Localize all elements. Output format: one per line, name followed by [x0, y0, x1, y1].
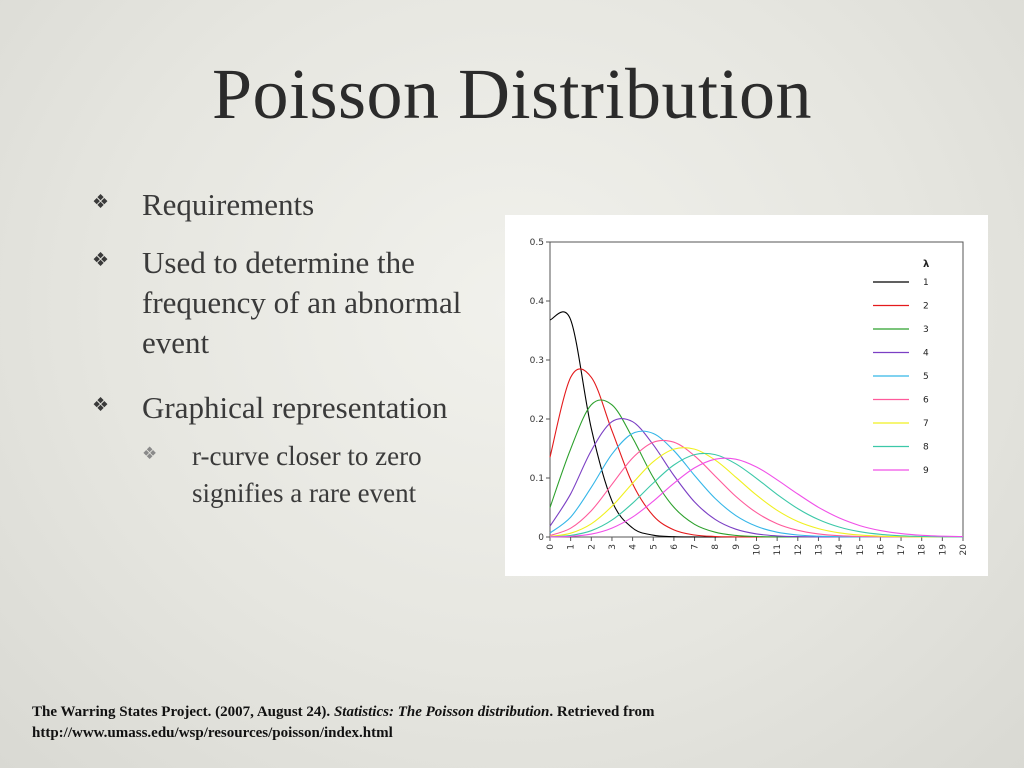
series-line-9 [549, 457, 964, 538]
poisson-chart: 0 0.1 0.2 0.3 0.4 0.5 0 1 2 3 4 5 6 7 8 9 10 11 12 13 14 15 16… [505, 215, 988, 576]
y-tick-label: 0.5 [530, 238, 544, 248]
diamond-four-icon: ❖ [142, 444, 158, 463]
citation-title: Statistics: The Poisson distribution [333, 704, 550, 720]
diamond-four-icon: ❖ [92, 192, 110, 213]
legend-label-8: 8 [923, 443, 929, 453]
bullet-text: Requirements [142, 187, 315, 222]
bullet-requirements: ❖ Requirements [92, 185, 492, 225]
x-tick-label: 11 [773, 544, 783, 555]
legend-label-6: 6 [923, 396, 929, 406]
x-tick-label: 17 [897, 544, 907, 555]
x-tick-label: 18 [918, 544, 928, 556]
x-tick-label: 3 [608, 544, 618, 550]
x-tick-label: 16 [876, 544, 886, 556]
series-line-3 [549, 399, 963, 538]
x-tick-label: 0 [546, 544, 556, 550]
bullet-used-to-determine: ❖ Used to determine the frequency of an … [92, 243, 492, 363]
x-tick-label: 6 [670, 544, 680, 550]
x-tick-label: 13 [814, 544, 824, 555]
bullet-graphical-representation: ❖ Graphical representation [92, 388, 492, 428]
diamond-four-icon: ❖ [92, 250, 110, 271]
diamond-four-icon: ❖ [92, 395, 110, 416]
sub-bullet-r-curve: ❖ r-curve closer to zero signifies a rar… [142, 438, 492, 512]
citation-author: The Warring States Project. (2007, Augus… [32, 704, 331, 720]
series-line-8 [549, 452, 964, 538]
y-tick-label: 0.4 [530, 297, 545, 307]
citation-retrieved: . Retrieved from [549, 704, 655, 720]
x-tick-label: 1 [567, 544, 577, 550]
slide-title: Poisson Distribution [211, 54, 813, 134]
x-tick-label: 2 [587, 544, 597, 550]
legend-label-7: 7 [923, 419, 929, 429]
x-tick-label: 14 [835, 544, 845, 556]
citation: The Warring States Project. (2007, Augus… [32, 702, 992, 744]
legend-label-2: 2 [923, 302, 929, 312]
bullet-list: ❖ Requirements ❖ Used to determine the f… [92, 185, 492, 512]
x-tick-label: 7 [691, 544, 701, 550]
x-tick-label: 5 [649, 544, 659, 550]
y-tick-label: 0.2 [530, 415, 544, 425]
x-tick-label: 15 [856, 544, 866, 555]
legend-label-5: 5 [923, 372, 929, 382]
legend-label-1: 1 [923, 278, 929, 288]
x-tick-label: 10 [753, 544, 763, 556]
x-tick-label: 9 [732, 544, 742, 550]
series-line-2 [549, 368, 963, 538]
bullet-text: Used to determine the frequency of an ab… [142, 245, 462, 360]
legend-title: λ [923, 259, 930, 270]
legend-label-4: 4 [923, 349, 929, 359]
y-tick-label: 0.1 [530, 474, 544, 484]
x-tick-label: 20 [959, 544, 969, 556]
series-line-1 [549, 311, 963, 538]
x-tick-label: 8 [711, 544, 721, 550]
bullet-text: Graphical representation [142, 390, 448, 425]
poisson-chart-svg: 00.10.20.30.40.50 1 2 3 4 5 6 7 8 9 10 11 12 13 14 15 16… [530, 238, 969, 556]
x-tick-label: 19 [938, 544, 948, 556]
y-tick-label: 0.3 [530, 356, 544, 366]
citation-url[interactable]: http://www.umass.edu/wsp/resources/poiss… [32, 725, 393, 741]
x-tick-label: 4 [629, 544, 639, 550]
legend-label-3: 3 [923, 325, 929, 335]
x-tick-label: 12 [794, 544, 804, 555]
y-tick-label: 0 [538, 533, 544, 543]
plot-frame [549, 241, 964, 538]
sub-bullet-text: r-curve closer to zero signifies a rare … [192, 441, 422, 508]
legend-label-9: 9 [923, 466, 929, 476]
series-line-7 [549, 447, 964, 538]
